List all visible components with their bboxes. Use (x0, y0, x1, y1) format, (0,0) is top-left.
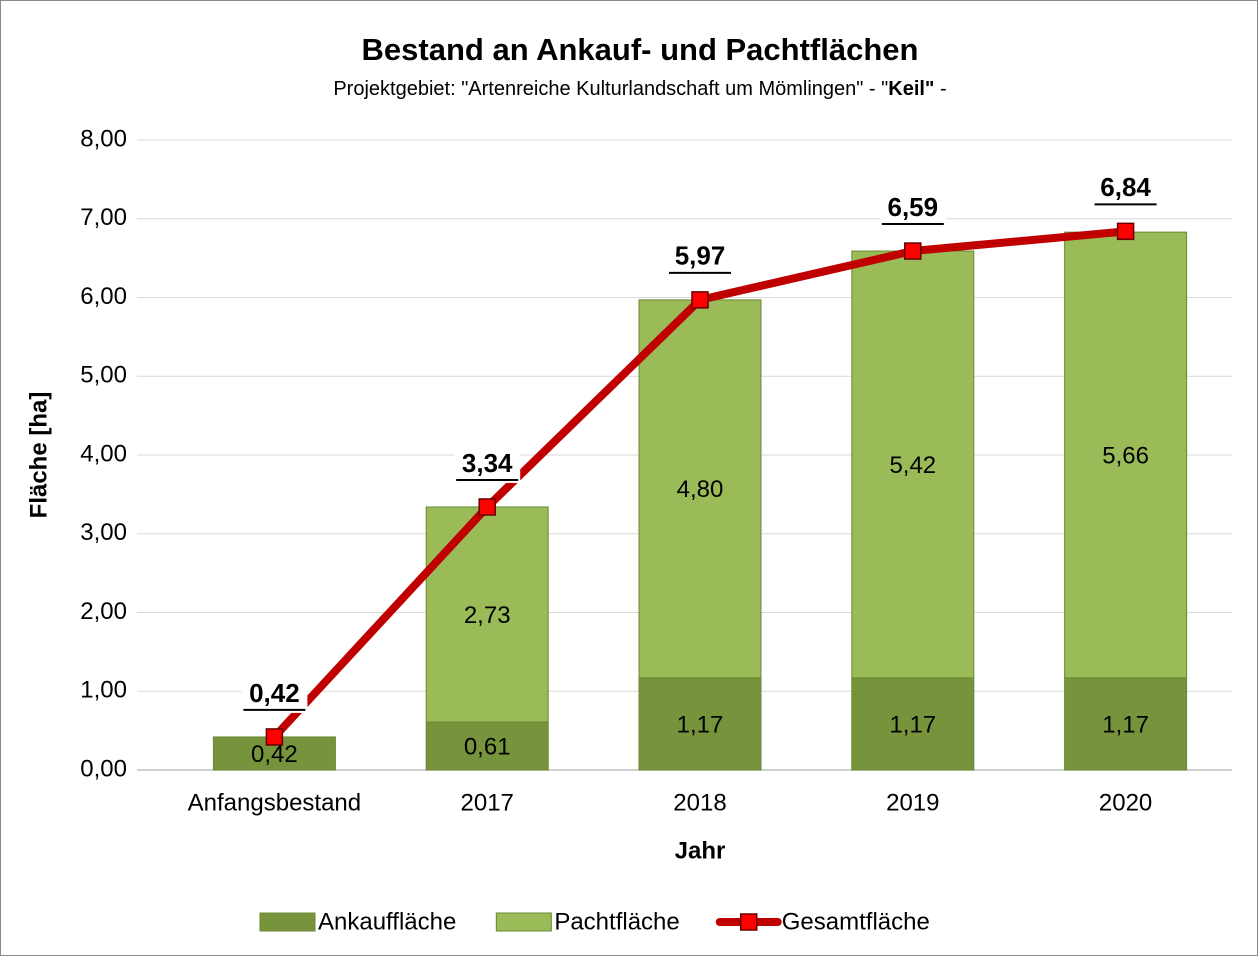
data-label-bg (1092, 173, 1159, 208)
bar-segment (425, 721, 549, 771)
y-tick-label: 3,00 (80, 519, 127, 546)
bar-segment (638, 677, 762, 771)
line-marker (691, 291, 709, 309)
data-label-bg (241, 678, 308, 713)
subtitle-part: Projektgebiet: "Artenreiche Kulturlandsc… (333, 78, 888, 100)
x-axis-title: Jahr (675, 837, 726, 864)
total-label: 3,34 (462, 448, 513, 478)
total-label: 6,59 (887, 192, 938, 222)
data-label: 4,80 (677, 476, 724, 503)
data-label: 1,17 (1102, 711, 1149, 738)
legend-marker (740, 913, 758, 931)
legend-label: Pachtfläche (554, 908, 679, 935)
legend-swatch (259, 912, 316, 932)
y-tick-label: 5,00 (80, 362, 127, 389)
legend-swatch (495, 912, 552, 932)
bar-segment (1064, 677, 1188, 771)
y-tick-label: 7,00 (80, 204, 127, 231)
line-marker (904, 242, 922, 260)
chart-subtitle: Projektgebiet: "Artenreiche Kulturlandsc… (333, 78, 946, 100)
data-label: 1,17 (889, 711, 936, 738)
bar-segment (638, 299, 762, 679)
legend-label: Ankauffläche (318, 908, 456, 935)
bar-segment (851, 250, 975, 679)
x-tick-label: 2019 (886, 789, 939, 816)
data-label: 2,73 (464, 602, 511, 629)
bar-segment (1064, 231, 1188, 679)
legend-label: Gesamtfläche (782, 908, 930, 935)
data-label: 5,42 (889, 452, 936, 479)
y-tick-label: 4,00 (80, 440, 127, 467)
data-label-bg (667, 241, 733, 276)
x-tick-label: 2018 (673, 789, 726, 816)
chart-title: Bestand an Ankauf- und Pachtflächen (362, 32, 919, 67)
bar-segment (425, 506, 549, 723)
y-tick-label: 8,00 (80, 125, 127, 152)
bar-segment (851, 677, 975, 771)
y-tick-label: 1,00 (80, 677, 127, 704)
y-tick-label: 6,00 (80, 283, 127, 310)
subtitle-part: Keil" (888, 78, 934, 100)
data-label: 0,61 (464, 733, 511, 760)
total-label: 5,97 (675, 241, 726, 271)
x-tick-label: 2017 (461, 789, 514, 816)
line-marker (265, 728, 284, 746)
x-tick-label: 2020 (1099, 789, 1152, 816)
line-marker (1116, 222, 1135, 241)
subtitle-part: - (934, 78, 946, 100)
y-axis-title: Fläche [ha] (25, 392, 52, 519)
line-marker (478, 498, 496, 516)
y-tick-label: 0,00 (80, 755, 127, 782)
x-tick-label: Anfangsbestand (188, 789, 361, 816)
total-label: 6,84 (1100, 172, 1151, 202)
total-label: 0,42 (249, 678, 300, 708)
y-tick-label: 2,00 (80, 598, 127, 625)
data-label: 1,17 (677, 711, 724, 738)
data-label: 5,66 (1102, 442, 1149, 469)
data-label-bg (879, 193, 946, 228)
data-label-bg (454, 448, 521, 483)
